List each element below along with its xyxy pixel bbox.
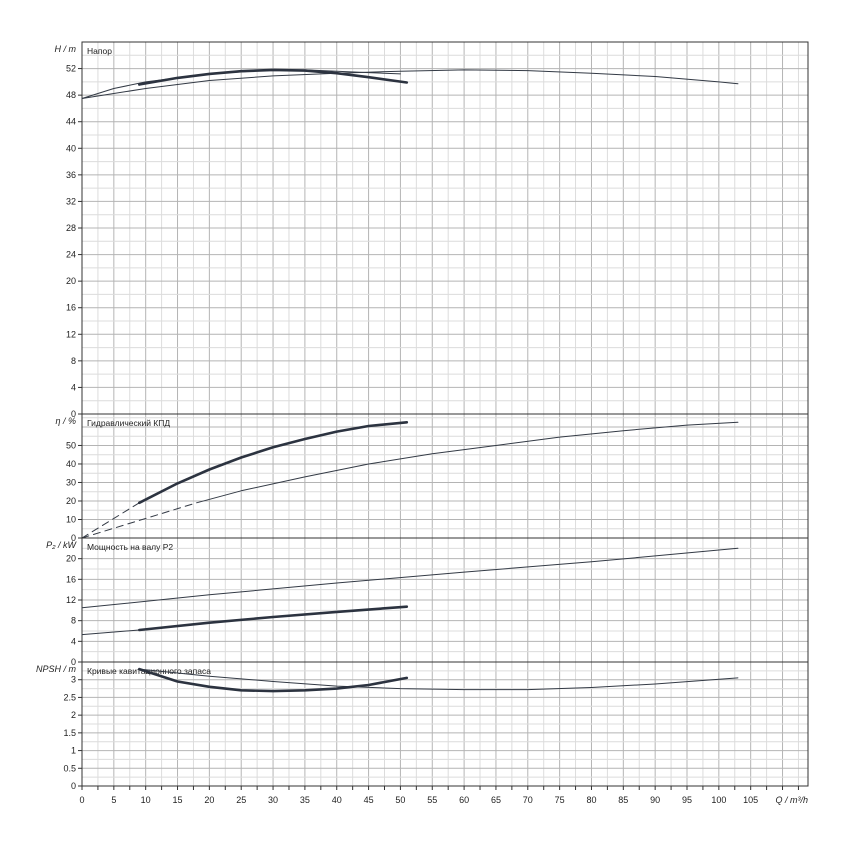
x-tick-label: 95 [682, 795, 692, 805]
y-tick-label: 30 [66, 477, 76, 487]
y-tick-label: 4 [71, 382, 76, 392]
y-tick-label: 24 [66, 250, 76, 260]
y-tick-label: 48 [66, 90, 76, 100]
series-line-1 [138, 668, 739, 691]
y-tick-label: 0 [71, 533, 76, 543]
y-tick-label: 12 [66, 329, 76, 339]
panel-title: Мощность на валу P2 [87, 542, 173, 552]
y-tick-label: 50 [66, 440, 76, 450]
panel-2: 0 10 20 30 40 50 η / % Гидравлический КПД [55, 413, 809, 543]
y-tick-label: 40 [66, 143, 76, 153]
panel-3: 0 4 8 12 16 20 P₂ / kW Мощность на валу P2 [46, 537, 809, 667]
y-tick-label: 1.5 [63, 728, 76, 738]
y-axis-label: NPSH / m [36, 664, 77, 674]
y-tick-label: 36 [66, 170, 76, 180]
x-axis-label: Q / m³/h [775, 795, 808, 805]
x-tick-label: 45 [364, 795, 374, 805]
series-line-1 [81, 547, 739, 609]
panel-title: Гидравлический КПД [87, 418, 170, 428]
x-tick-label: 65 [491, 795, 501, 805]
x-tick-label: 80 [586, 795, 596, 805]
x-tick-label: 20 [204, 795, 214, 805]
horizontal-grid [82, 537, 808, 663]
panel-frame [81, 661, 809, 787]
horizontal-grid [82, 417, 808, 539]
x-tick-label: 0 [79, 795, 84, 805]
y-tick-label: 10 [66, 514, 76, 524]
x-tick-label: 40 [332, 795, 342, 805]
horizontal-grid [82, 661, 808, 787]
series-line-3 [138, 605, 409, 632]
y-tick-label: 2 [71, 710, 76, 720]
x-tick-label: 25 [236, 795, 246, 805]
y-tick-label: 8 [71, 356, 76, 366]
x-tick-label: 85 [618, 795, 628, 805]
y-tick-label: 20 [66, 496, 76, 506]
x-tick-label: 60 [459, 795, 469, 805]
y-tick-label: 52 [66, 64, 76, 74]
y-tick-label: 2.5 [63, 692, 76, 702]
y-tick-label: 0.5 [63, 763, 76, 773]
x-tick-label: 10 [141, 795, 151, 805]
y-tick-label: 0 [71, 781, 76, 791]
x-tick-label: 35 [300, 795, 310, 805]
x-tick-label: 90 [650, 795, 660, 805]
series-line-2 [138, 667, 409, 693]
series-line-1 [81, 502, 140, 539]
panel-title: Напор [87, 46, 112, 56]
x-tick-label: 75 [555, 795, 565, 805]
y-tick-label: 20 [66, 554, 76, 564]
series-line-2 [81, 629, 140, 636]
y-tick-label: 3 [71, 675, 76, 685]
series-line-2 [138, 421, 409, 505]
y-tick-label: 20 [66, 276, 76, 286]
series-line-3 [138, 68, 409, 86]
x-tick-label: 15 [173, 795, 183, 805]
y-tick-label: 40 [66, 459, 76, 469]
y-tick-label: 16 [66, 574, 76, 584]
x-tick-label: 70 [523, 795, 533, 805]
y-tick-label: 1 [71, 746, 76, 756]
y-tick-label: 0 [71, 409, 76, 419]
x-axis: 0 5 10 15 20 25 30 35 40 45 50 55 60 65 70 75 80 85 90 95 10… [79, 786, 808, 805]
y-tick-label: 4 [71, 636, 76, 646]
x-tick-label: 5 [111, 795, 116, 805]
series-line-4 [196, 421, 739, 504]
x-tick-label: 50 [395, 795, 405, 805]
series-line-1 [81, 69, 739, 99]
y-axis-label: P₂ / kW [46, 540, 77, 550]
x-tick-label: 30 [268, 795, 278, 805]
x-tick-label: 105 [743, 795, 758, 805]
x-tick-label: 100 [711, 795, 726, 805]
y-tick-label: 28 [66, 223, 76, 233]
y-tick-label: 16 [66, 303, 76, 313]
y-tick-label: 44 [66, 117, 76, 127]
y-tick-label: 12 [66, 595, 76, 605]
y-tick-label: 0 [71, 657, 76, 667]
y-tick-label: 8 [71, 616, 76, 626]
vertical-grid [81, 414, 799, 538]
x-tick-label: 55 [427, 795, 437, 805]
horizontal-grid [82, 41, 808, 415]
y-axis-label: H / m [55, 44, 77, 54]
series-line-3 [81, 502, 198, 539]
y-tick-label: 32 [66, 196, 76, 206]
y-axis-label: η / % [55, 416, 76, 426]
